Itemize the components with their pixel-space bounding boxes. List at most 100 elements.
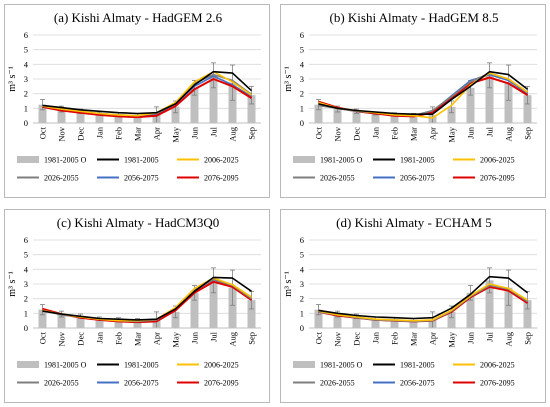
- observed-bar: [390, 114, 399, 123]
- y-tick-label: 4: [24, 59, 29, 69]
- observed-bar: [352, 316, 361, 328]
- legend-label: 2026-2055: [44, 379, 79, 388]
- x-tick-label: Aug: [504, 331, 514, 346]
- series-line: [318, 275, 528, 320]
- observed-bar: [95, 113, 104, 123]
- observed-bar: [504, 287, 513, 328]
- x-tick-label: Sep: [247, 127, 257, 140]
- chart-title: (b) Kishi Almaty - HadGEM 8.5: [330, 10, 499, 25]
- x-tick-label: Apr: [152, 332, 162, 345]
- y-axis-label: m³ s⁻¹: [283, 271, 294, 296]
- legend-label: 1981-2005: [400, 361, 435, 370]
- y-tick-label: 1: [24, 103, 28, 113]
- y-tick-label: 3: [300, 279, 304, 289]
- chart-title: (d) Kishi Almaty - ECHAM 5: [336, 215, 492, 230]
- x-tick-label: Mar: [133, 332, 143, 346]
- observed-bar: [114, 319, 123, 328]
- legend-label: 2056-2075: [124, 379, 159, 388]
- observed-bar: [76, 316, 85, 328]
- observed-bar: [95, 318, 104, 328]
- y-tick-label: 5: [300, 45, 304, 55]
- x-tick-label: Nov: [333, 126, 343, 141]
- series-line: [42, 70, 253, 115]
- legend-label: 2026-2055: [320, 379, 355, 388]
- x-tick-label: Feb: [114, 127, 124, 140]
- observed-bar: [247, 95, 256, 123]
- legend-label: 1981-2005 O: [44, 361, 87, 370]
- x-tick-label: Dec: [352, 127, 362, 141]
- x-tick-label: Oct: [38, 331, 48, 344]
- observed-bar: [447, 106, 456, 123]
- x-tick-label: Feb: [390, 332, 400, 345]
- chart-panel-b: (b) Kishi Almaty - HadGEM 8.5 0 1 2 3 4 5 6 m³ s…: [280, 4, 546, 198]
- observed-bar: [171, 106, 180, 123]
- legend-label: 2006-2025: [480, 156, 515, 165]
- y-tick-label: 2: [300, 294, 304, 304]
- x-tick-label: Aug: [228, 331, 238, 346]
- x-tick-label: Jan: [95, 331, 105, 343]
- observed-bar: [228, 82, 237, 123]
- legend-swatch: [17, 156, 39, 163]
- observed-bar: [466, 292, 475, 328]
- y-tick-label: 6: [300, 235, 304, 245]
- x-tick-label: Mar: [133, 127, 143, 141]
- y-tick-label: 0: [300, 118, 304, 128]
- observed-bar: [485, 280, 494, 328]
- observed-bar: [314, 309, 323, 328]
- x-tick-label: Feb: [390, 127, 400, 140]
- x-tick-label: Jul: [209, 331, 219, 342]
- chart-panel-d: (d) Kishi Almaty - ECHAM 5 0 1 2 3 4 5 6 m³ s⁻¹ O…: [280, 209, 546, 403]
- x-tick-label: Dec: [352, 332, 362, 346]
- y-tick-label: 5: [300, 250, 304, 260]
- x-tick-label: Dec: [76, 127, 86, 141]
- x-tick-label: Jul: [485, 331, 495, 342]
- legend-label: 2006-2025: [204, 156, 239, 165]
- observed-bar: [38, 309, 47, 328]
- observed-bar: [409, 319, 418, 328]
- x-tick-label: Jan: [95, 126, 105, 138]
- x-tick-label: May: [447, 331, 457, 347]
- y-tick-label: 6: [24, 235, 28, 245]
- chart-svg: (d) Kishi Almaty - ECHAM 5 0 1 2 3 4 5 6 m³ s⁻¹ O…: [283, 215, 537, 388]
- x-tick-label: Aug: [504, 126, 514, 141]
- observed-bar: [57, 314, 66, 328]
- x-tick-label: Nov: [333, 331, 343, 346]
- x-tick-label: Jun: [190, 126, 200, 139]
- y-tick-label: 1: [300, 308, 304, 318]
- observed-bar: [466, 87, 475, 123]
- y-tick-label: 3: [300, 74, 304, 84]
- x-tick-label: Jul: [209, 126, 219, 137]
- y-tick-label: 4: [24, 264, 29, 274]
- legend-label: 2006-2025: [480, 361, 515, 370]
- legend-label: 1981-2005: [124, 156, 159, 165]
- observed-bar: [390, 319, 399, 328]
- observed-bar: [523, 95, 532, 123]
- series-line: [42, 78, 253, 119]
- y-tick-label: 4: [300, 264, 305, 274]
- observed-bar: [171, 311, 180, 328]
- legend-label: 1981-2005 O: [320, 156, 363, 165]
- y-axis-label: m³ s⁻¹: [7, 271, 18, 296]
- y-tick-label: 5: [24, 250, 28, 260]
- y-tick-label: 1: [24, 308, 28, 318]
- chart-title: (c) Kishi Almaty - HadCM3Q0: [57, 215, 219, 230]
- x-tick-label: Jan: [371, 331, 381, 343]
- x-tick-label: Mar: [409, 332, 419, 346]
- y-tick-label: 6: [300, 30, 304, 40]
- series-line: [318, 70, 528, 115]
- x-tick-label: Jun: [190, 331, 200, 344]
- series-line: [318, 283, 528, 322]
- y-axis-label: m³ s⁻¹: [283, 66, 294, 91]
- observed-bar: [133, 319, 142, 328]
- observed-bar: [333, 314, 342, 328]
- x-tick-label: Feb: [114, 332, 124, 345]
- x-tick-label: May: [447, 126, 457, 142]
- legend-label: 1981-2005 O: [320, 361, 363, 370]
- chart-title: (a) Kishi Almaty - HadGEM 2.6: [54, 10, 223, 25]
- y-tick-label: 0: [24, 118, 28, 128]
- y-tick-label: 4: [300, 59, 305, 69]
- observed-bar: [209, 75, 218, 123]
- x-tick-label: Nov: [57, 126, 67, 141]
- observed-bar: [352, 111, 361, 123]
- observed-bar: [38, 104, 47, 123]
